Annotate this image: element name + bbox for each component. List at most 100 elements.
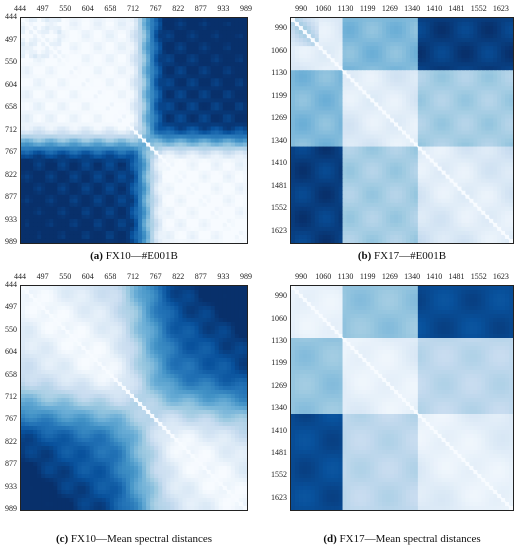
heatmap-cell xyxy=(306,106,312,112)
heatmap-cell xyxy=(93,178,99,184)
heatmap-cell xyxy=(358,34,363,39)
heatmap-cell xyxy=(342,126,348,132)
heatmap-cell xyxy=(465,46,470,51)
heatmap-cell xyxy=(302,98,308,103)
heatmap-cell xyxy=(174,162,179,168)
heatmap-cell xyxy=(346,138,352,144)
heatmap-cell xyxy=(49,222,54,228)
heatmap-cell xyxy=(190,194,196,200)
heatmap-cell xyxy=(190,238,196,243)
heatmap-cell xyxy=(41,22,46,27)
heatmap-cell xyxy=(150,170,155,176)
heatmap-cell xyxy=(85,50,91,55)
heatmap-cell xyxy=(226,190,232,196)
heatmap-cell xyxy=(326,26,332,31)
heatmap-cell xyxy=(234,218,240,224)
heatmap-cell xyxy=(314,58,320,63)
heatmap-cell xyxy=(501,22,506,27)
heatmap-cell xyxy=(449,58,455,63)
heatmap-cell xyxy=(421,126,427,132)
heatmap-cell xyxy=(85,210,91,216)
heatmap-cell xyxy=(485,66,490,71)
heatmap-cell xyxy=(93,34,99,39)
heatmap-cell xyxy=(350,18,356,23)
heatmap-cell xyxy=(298,18,304,23)
heatmap-cell xyxy=(362,142,367,148)
heatmap-cell xyxy=(206,34,212,39)
heatmap-cell xyxy=(93,78,99,83)
heatmap-cell xyxy=(49,102,54,107)
heatmap-cell xyxy=(394,86,399,91)
heatmap-cell xyxy=(53,62,58,67)
heatmap-cell xyxy=(37,90,42,95)
heatmap-cell xyxy=(166,46,171,51)
heatmap-cell xyxy=(334,134,340,140)
heatmap-cell xyxy=(350,130,356,136)
heatmap-cell xyxy=(449,66,455,71)
heatmap-cell xyxy=(509,122,513,128)
heatmap-cell xyxy=(214,122,220,128)
heatmap-cell xyxy=(97,186,103,192)
heatmap-cell xyxy=(354,30,359,35)
heatmap-cell xyxy=(362,62,367,67)
heatmap-cell xyxy=(206,154,212,160)
heatmap-cell xyxy=(210,130,216,136)
heatmap-cell xyxy=(45,174,50,180)
heatmap-cell xyxy=(158,82,163,87)
heatmap-cell xyxy=(33,54,38,59)
heatmap-cell xyxy=(73,174,79,180)
heatmap-cell xyxy=(242,142,247,148)
heatmap-cell xyxy=(89,150,95,156)
heatmap-cell xyxy=(53,190,58,196)
heatmap-cell xyxy=(346,46,352,51)
heatmap-cell xyxy=(166,90,171,95)
heatmap-cell xyxy=(113,86,119,91)
heatmap-cell xyxy=(509,74,513,79)
heatmap-cell xyxy=(202,22,208,27)
heatmap-cell xyxy=(109,86,115,91)
heatmap-cell xyxy=(485,30,490,35)
heatmap-cell xyxy=(398,34,403,39)
heatmap-cell xyxy=(113,166,119,172)
heatmap-cell xyxy=(386,118,391,124)
heatmap-cell xyxy=(170,106,175,112)
heatmap-cell xyxy=(174,118,179,124)
heatmap-cell xyxy=(77,66,83,71)
heatmap-cell xyxy=(166,150,171,156)
heatmap-cell xyxy=(121,158,127,164)
heatmap-cell xyxy=(425,122,431,128)
heatmap-cell xyxy=(421,50,427,55)
heatmap-cell xyxy=(125,230,131,236)
heatmap-cell xyxy=(182,106,188,112)
heatmap-cell xyxy=(186,158,192,164)
heatmap-cell xyxy=(366,110,371,116)
heatmap-cell xyxy=(162,170,167,176)
heatmap-cell xyxy=(206,238,212,243)
heatmap-cell xyxy=(202,18,208,23)
heatmap-cell xyxy=(310,98,316,103)
heatmap-cell xyxy=(174,50,179,55)
heatmap-cell xyxy=(461,114,467,120)
heatmap-cell xyxy=(374,130,379,136)
heatmap-cell xyxy=(194,66,200,71)
heatmap-cell xyxy=(322,86,328,91)
heatmap-cell xyxy=(218,82,224,87)
heatmap-cell xyxy=(45,142,50,148)
heatmap-cell xyxy=(417,142,423,148)
heatmap-cell xyxy=(97,226,103,232)
heatmap-cell xyxy=(334,90,340,95)
heatmap-cell xyxy=(190,198,196,204)
heatmap-cell xyxy=(473,22,478,27)
heatmap-cell xyxy=(386,42,391,47)
heatmap-cell xyxy=(162,106,167,112)
heatmap-cell xyxy=(457,38,463,43)
heatmap-cell xyxy=(509,142,513,148)
heatmap-cell xyxy=(113,186,119,192)
heatmap-cell xyxy=(453,34,459,39)
heatmap-cell xyxy=(45,102,50,107)
heatmap-cell xyxy=(501,42,506,47)
heatmap-cell xyxy=(342,130,348,136)
heatmap-cell xyxy=(89,58,95,63)
heatmap-cell xyxy=(402,22,407,27)
heatmap-cell xyxy=(218,62,224,67)
